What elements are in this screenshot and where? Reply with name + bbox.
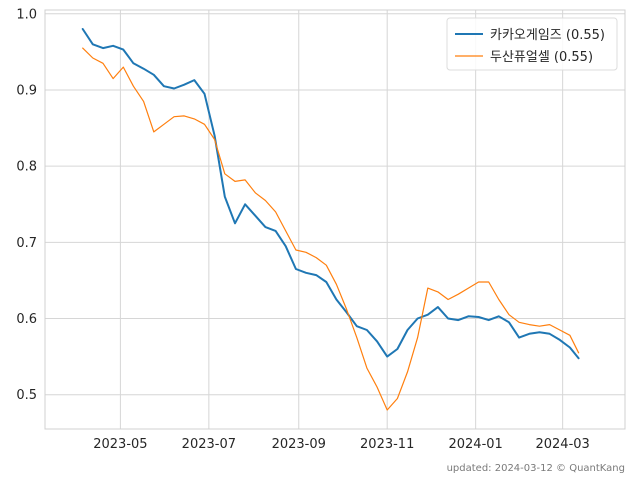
grid-lines: [45, 10, 625, 429]
axes: [44, 9, 626, 430]
x-tick-label: 2023-07: [182, 437, 236, 452]
series-line-1: [82, 47, 580, 411]
legend: 카카오게임즈 (0.55) 두산퓨얼셀 (0.55): [446, 17, 618, 71]
legend-label-0: 카카오게임즈 (0.55): [490, 28, 605, 43]
x-tick-label: 2024-03: [535, 437, 589, 452]
series-layer: [81, 28, 580, 411]
footer-credit: updated: 2024-03-12 © QuantKang: [447, 463, 625, 474]
x-tick-label: 2024-01: [448, 437, 502, 452]
legend-box: [446, 17, 618, 71]
x-tick-label: 2023-09: [272, 437, 326, 452]
x-tick-labels: 2023-05 2023-07 2023-09 2023-11 2024-01 2024-…: [93, 437, 590, 452]
y-tick-label: 0.9: [16, 83, 37, 98]
y-tick-label: 0.7: [16, 236, 37, 251]
y-tick-label: 0.8: [16, 160, 37, 175]
y-tick-label: 0.6: [16, 312, 37, 327]
y-tick-label: 0.5: [16, 388, 37, 403]
y-tick-label: 1.0: [16, 7, 37, 22]
x-tick-label: 2023-05: [93, 437, 147, 452]
y-tick-labels: 0.5 0.6 0.7 0.8 0.9 1.0: [16, 7, 37, 403]
plot-area: [45, 10, 625, 429]
legend-label-1: 두산퓨얼셀 (0.55): [490, 50, 593, 65]
x-tick-label: 2023-11: [360, 437, 414, 452]
series-line-0: [81, 28, 580, 360]
